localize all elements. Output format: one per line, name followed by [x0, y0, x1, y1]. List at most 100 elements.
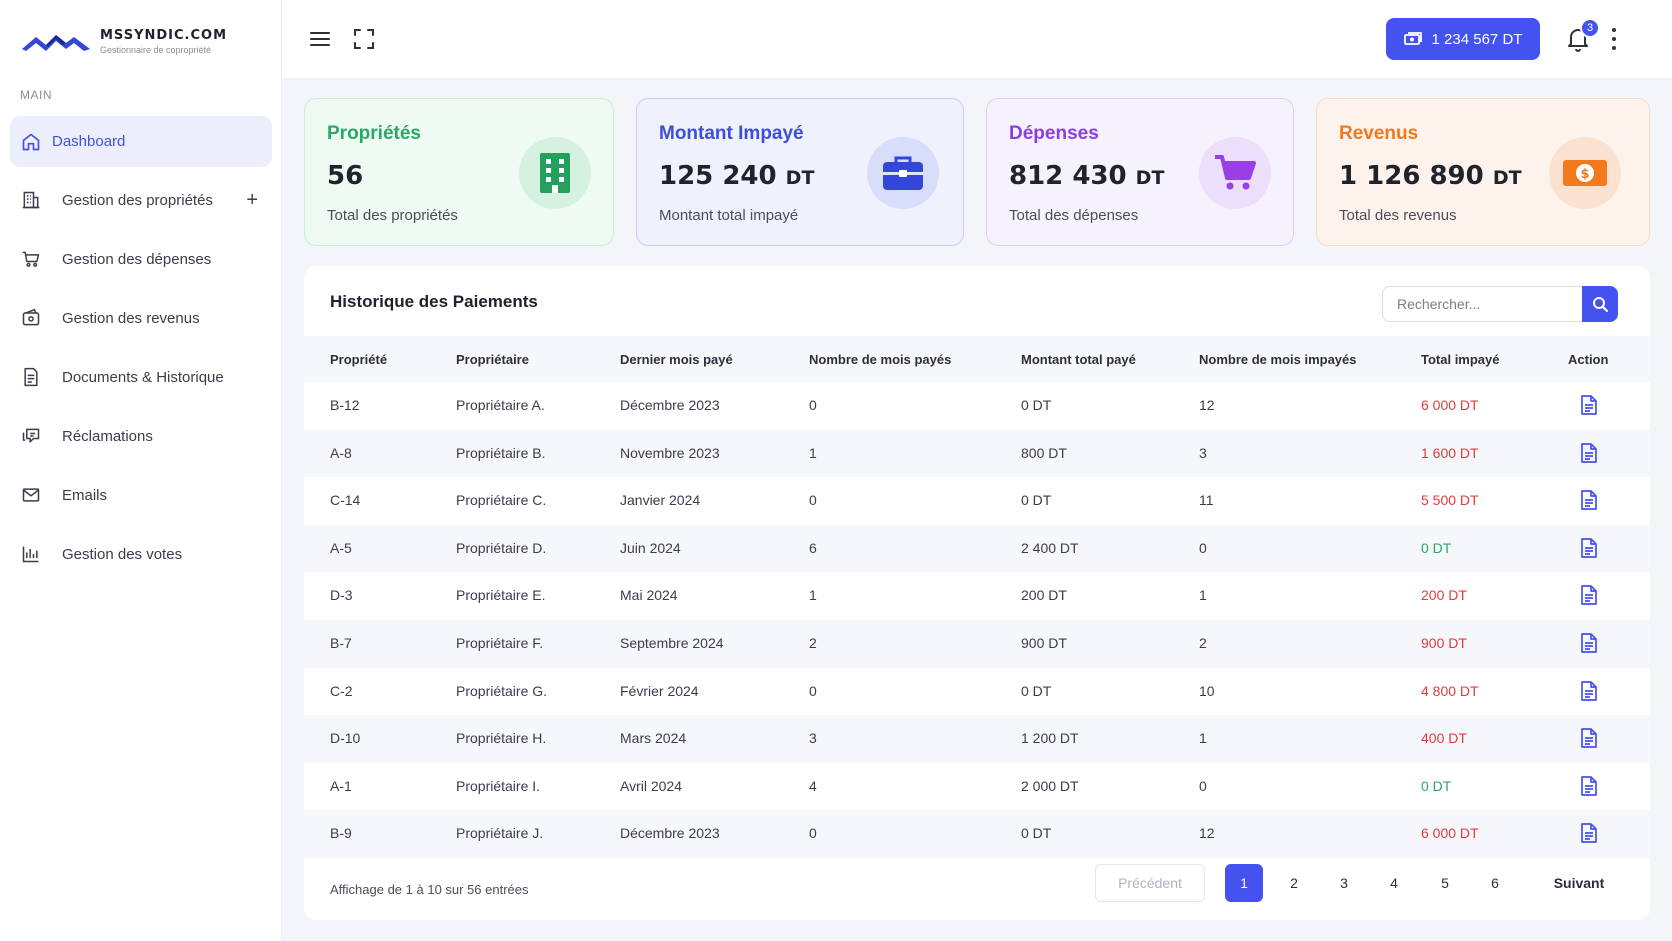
table-cell: C-2: [330, 682, 353, 699]
table-cell: 4 800 DT: [1421, 682, 1479, 699]
column-header[interactable]: Total impayé: [1421, 352, 1500, 367]
page-button[interactable]: 2: [1290, 875, 1298, 891]
menu-icon[interactable]: [308, 27, 332, 51]
document-icon[interactable]: [1580, 680, 1600, 701]
search-button[interactable]: [1582, 286, 1618, 322]
document-icon[interactable]: [1580, 585, 1600, 606]
document-icon[interactable]: [1580, 633, 1600, 653]
table-row: A-5 Propriétaire D. Juin 2024 6 2 400 DT 0 0 D…: [304, 524, 1650, 573]
page-button[interactable]: 6: [1491, 875, 1499, 891]
table-cell: Juin 2024: [620, 539, 681, 556]
table-row: D-3 Propriétaire E. Mai 2024 1 200 DT 1 200 DT: [304, 572, 1650, 620]
document-icon[interactable]: [1580, 395, 1600, 415]
sidebar-item-documents[interactable]: Documents & Historique: [10, 351, 272, 403]
table-cell: Avril 2024: [620, 777, 683, 794]
table-cell: Mai 2024: [620, 587, 678, 604]
more-options-icon[interactable]: [1608, 28, 1620, 50]
page-button[interactable]: 1: [1225, 864, 1263, 902]
table-cell: 0: [809, 397, 817, 413]
sidebar-item-emails[interactable]: Emails: [10, 469, 272, 521]
table-row: A-8 Propriétaire B. Novembre 2023 1 800 DT 3 1…: [304, 429, 1650, 478]
card-subtitle: Montant total impayé: [659, 207, 799, 224]
sidebar-item-votes[interactable]: Gestion des votes: [10, 528, 272, 580]
search-input[interactable]: [1382, 286, 1588, 322]
sidebar-item-label: Réclamations: [62, 427, 153, 445]
mail-icon: [20, 484, 42, 506]
table-cell: 400 DT: [1421, 730, 1467, 747]
table-cell: 0 DT: [1021, 682, 1052, 699]
table-cell: Novembre 2023: [620, 444, 720, 461]
brand-tagline: Gestionnaire de copropriété: [100, 45, 212, 55]
svg-text:$: $: [1580, 167, 1589, 182]
sidebar-item-dashboard[interactable]: Dashboard: [10, 116, 272, 167]
sidebar-item-label: Gestion des dépenses: [62, 250, 212, 268]
sidebar-section-label: MAIN: [20, 88, 52, 102]
column-header[interactable]: Nombre de mois impayés: [1199, 352, 1357, 367]
sidebar-item-proprietes[interactable]: Gestion des propriétés +: [10, 174, 272, 226]
column-header[interactable]: Propriétaire: [456, 352, 529, 367]
sidebar-item-reclamations[interactable]: Réclamations: [10, 410, 272, 462]
column-header: Action: [1568, 352, 1609, 367]
cart-icon: [1199, 137, 1271, 209]
page-button[interactable]: 3: [1340, 875, 1348, 891]
table-cell: Mars 2024: [620, 730, 687, 747]
table-cell: 0 DT: [1021, 397, 1052, 413]
table-cell: C-14: [330, 492, 361, 509]
table-cell: 900 DT: [1021, 635, 1067, 651]
card-value: 56: [327, 161, 364, 191]
table-cell: Décembre 2023: [620, 825, 720, 842]
table-cell: 2 400 DT: [1021, 539, 1079, 556]
sidebar-item-revenus[interactable]: Gestion des revenus: [10, 292, 272, 344]
table-cell: 0: [1199, 777, 1207, 794]
table-cell: 1: [809, 587, 817, 604]
table-cell: 4: [809, 777, 817, 794]
table-cell: 5 500 DT: [1421, 492, 1479, 509]
home-icon: [20, 131, 42, 153]
notification-badge: 3: [1580, 18, 1600, 38]
document-icon[interactable]: [1580, 728, 1600, 749]
card-value: 1 126 890 DT: [1339, 161, 1522, 191]
sidebar-item-depenses[interactable]: Gestion des dépenses: [10, 233, 272, 285]
document-icon[interactable]: [1580, 823, 1600, 844]
next-page-button[interactable]: Suivant: [1553, 875, 1605, 891]
card-title: Montant Impayé: [659, 123, 804, 144]
topbar: 1 234 567 DT 3: [282, 0, 1672, 78]
document-icon[interactable]: [1580, 442, 1600, 463]
expand-icon[interactable]: +: [246, 188, 258, 211]
fullscreen-icon[interactable]: [352, 27, 376, 51]
balance-amount: 1 234 567 DT: [1431, 30, 1523, 48]
balance-button[interactable]: 1 234 567 DT: [1386, 18, 1540, 60]
table-row: C-14 Propriétaire C. Janvier 2024 0 0 DT 11 5 …: [304, 477, 1650, 525]
card-value: 125 240 DT: [659, 161, 815, 191]
briefcase-icon: [867, 137, 939, 209]
page-button[interactable]: 4: [1390, 875, 1398, 891]
table-cell: 12: [1199, 397, 1215, 413]
previous-page-button[interactable]: Précédent: [1095, 864, 1205, 902]
cart-icon: [20, 248, 42, 270]
document-icon[interactable]: [1580, 775, 1600, 796]
sidebar: MSSYNDIC.COM Gestionnaire de copropriété…: [0, 0, 282, 941]
brand[interactable]: MSSYNDIC.COM Gestionnaire de copropriété: [22, 28, 227, 55]
payment-history-panel: Historique des Paiements Propriété Propr…: [304, 266, 1650, 920]
table-cell: Propriétaire E.: [456, 587, 546, 604]
sidebar-item-label: Gestion des propriétés: [62, 191, 213, 209]
table-cell: 1 200 DT: [1021, 730, 1079, 747]
building-icon: [20, 189, 42, 211]
card-montant-impaye: Montant Impayé 125 240 DT Montant total …: [636, 98, 964, 246]
table-cell: 2: [1199, 635, 1207, 651]
column-header[interactable]: Montant total payé: [1021, 352, 1136, 367]
column-header[interactable]: Nombre de mois payés: [809, 352, 952, 367]
page-button[interactable]: 5: [1441, 875, 1449, 891]
column-header[interactable]: Dernier mois payé: [620, 352, 733, 367]
panel-title: Historique des Paiements: [330, 292, 538, 311]
table-cell: 6 000 DT: [1421, 397, 1479, 413]
document-icon[interactable]: [1580, 490, 1600, 511]
column-header[interactable]: Propriété: [330, 352, 388, 367]
table-cell: D-10: [330, 730, 361, 747]
search-icon: [1593, 297, 1608, 312]
document-icon[interactable]: [1580, 537, 1600, 558]
table-cell: 3: [809, 730, 817, 747]
money-icon: $: [1549, 137, 1621, 209]
table-cell: Propriétaire H.: [456, 730, 547, 747]
table-cell: 0: [809, 825, 817, 842]
